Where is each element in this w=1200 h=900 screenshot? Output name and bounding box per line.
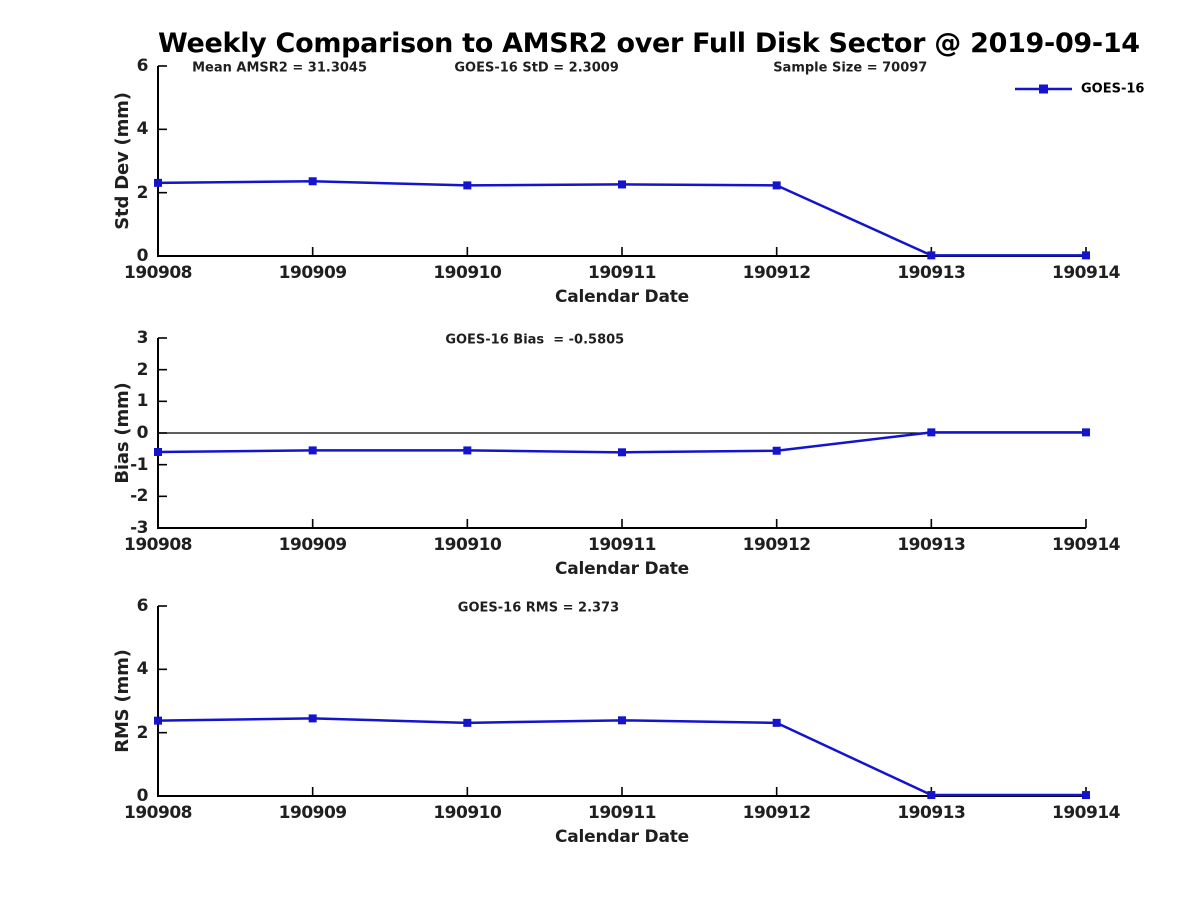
y-tick-label: 6 bbox=[136, 596, 149, 616]
data-point-marker bbox=[927, 428, 936, 437]
x-tick-label: 190908 bbox=[124, 803, 192, 823]
data-point-marker bbox=[308, 714, 317, 723]
x-tick-label: 190911 bbox=[588, 803, 656, 823]
y-tick-label: 2 bbox=[136, 722, 149, 743]
subplot-bias bbox=[154, 337, 1090, 529]
annotation-text: Mean AMSR2 = 31.3045 bbox=[192, 60, 368, 76]
x-tick-label: 190908 bbox=[124, 263, 192, 283]
x-tick-label: 190913 bbox=[897, 263, 966, 283]
x-tick-label: 190912 bbox=[742, 535, 811, 555]
y-tick-label: 2 bbox=[136, 182, 149, 203]
x-tick-label: 190910 bbox=[433, 263, 502, 283]
x-tick-label: 190909 bbox=[278, 803, 347, 823]
y-axis-label: RMS (mm) bbox=[112, 649, 133, 753]
y-tick-label: 4 bbox=[136, 659, 149, 680]
data-point-marker bbox=[927, 251, 936, 260]
legend-label: GOES-16 bbox=[1081, 81, 1145, 97]
data-point-marker bbox=[618, 180, 626, 189]
x-tick-label: 190910 bbox=[433, 535, 502, 555]
data-point-marker bbox=[463, 181, 472, 190]
legend-marker bbox=[1039, 84, 1048, 94]
annotation-text: GOES-16 StD = 2.3009 bbox=[454, 60, 619, 76]
x-tick-label: 190913 bbox=[897, 803, 966, 823]
data-point-marker bbox=[308, 177, 317, 186]
data-point-marker bbox=[772, 446, 781, 455]
series-line-goes-16 bbox=[157, 717, 1086, 797]
data-point-marker bbox=[1082, 251, 1090, 260]
annotation-text: GOES-16 RMS = 2.373 bbox=[457, 600, 620, 616]
y-tick-label: 0 bbox=[136, 786, 149, 806]
series-line-goes-16 bbox=[157, 180, 1086, 257]
x-tick-label: 190911 bbox=[588, 535, 656, 555]
x-tick-label: 190914 bbox=[1052, 263, 1120, 283]
y-tick-label: 1 bbox=[136, 391, 149, 412]
y-axis-label: Bias (mm) bbox=[112, 382, 133, 484]
x-tick-label: 190913 bbox=[897, 535, 966, 555]
y-tick-label: 2 bbox=[136, 359, 149, 380]
y-tick-label: 0 bbox=[136, 423, 149, 443]
data-point-marker bbox=[772, 718, 781, 727]
y-axis-label: Std Dev (mm) bbox=[112, 92, 133, 230]
data-point-marker bbox=[463, 446, 472, 455]
y-tick-label: 4 bbox=[136, 119, 149, 140]
data-point-marker bbox=[463, 718, 472, 727]
data-point-marker bbox=[154, 448, 162, 456]
data-point-marker bbox=[308, 446, 317, 455]
x-axis-label: Calendar Date bbox=[555, 827, 689, 847]
x-tick-label: 190912 bbox=[742, 803, 811, 823]
y-tick-label: 6 bbox=[136, 56, 149, 76]
data-point-marker bbox=[618, 448, 626, 457]
y-tick-label: 3 bbox=[136, 328, 149, 348]
data-point-marker bbox=[154, 178, 162, 187]
x-tick-label: 190908 bbox=[124, 535, 192, 555]
x-tick-label: 190911 bbox=[588, 263, 656, 283]
y-tick-label: -2 bbox=[130, 486, 148, 507]
page-title: Weekly Comparison to AMSR2 over Full Dis… bbox=[158, 28, 1140, 59]
annotation-text: Sample Size = 70097 bbox=[773, 60, 928, 76]
x-tick-label: 190914 bbox=[1052, 535, 1120, 555]
x-axis-label: Calendar Date bbox=[555, 287, 689, 307]
x-tick-label: 190909 bbox=[278, 535, 347, 555]
data-point-marker bbox=[1082, 791, 1090, 800]
y-tick-label: -1 bbox=[130, 454, 148, 475]
x-axis-label: Calendar Date bbox=[555, 559, 689, 579]
annotation-text: GOES-16 Bias = -0.5805 bbox=[445, 332, 625, 348]
data-point-marker bbox=[772, 181, 781, 190]
y-tick-label: -3 bbox=[130, 518, 148, 538]
subplot-std-dev bbox=[154, 65, 1090, 260]
y-tick-label: 0 bbox=[136, 246, 149, 266]
data-point-marker bbox=[618, 716, 626, 725]
data-point-marker bbox=[927, 791, 936, 800]
x-tick-label: 190912 bbox=[742, 263, 811, 283]
data-point-marker bbox=[1082, 428, 1090, 437]
x-tick-label: 190914 bbox=[1052, 803, 1120, 823]
subplot-rms bbox=[154, 605, 1090, 800]
x-tick-label: 190910 bbox=[433, 803, 502, 823]
data-point-marker bbox=[154, 716, 162, 725]
x-tick-label: 190909 bbox=[278, 263, 347, 283]
